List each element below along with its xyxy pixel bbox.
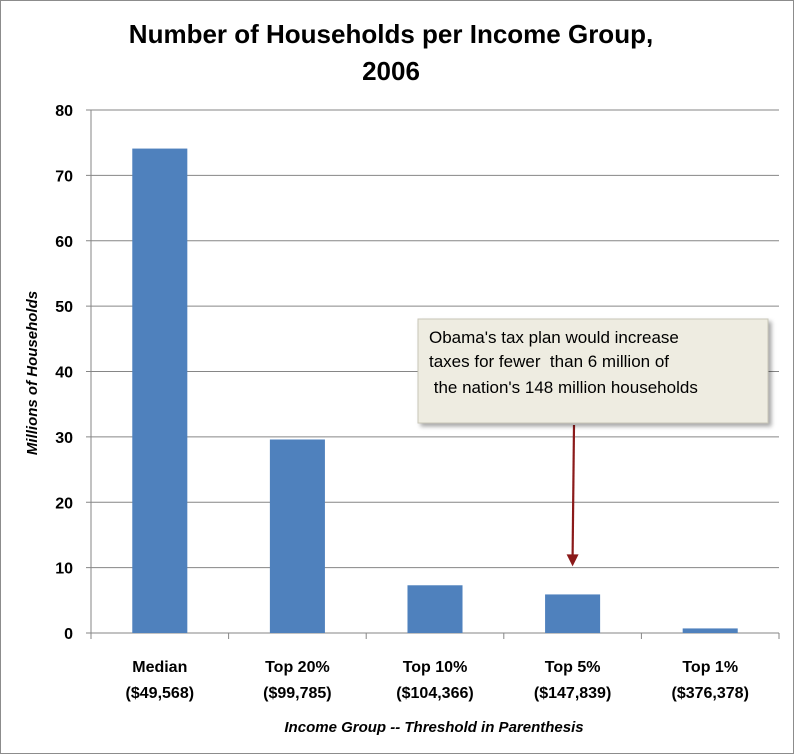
bar-0 <box>132 148 188 634</box>
x-axis-title: Income Group -- Threshold in Parenthesis <box>284 719 583 736</box>
y-tick-label: 80 <box>55 103 73 120</box>
annotation-line-3: the nation's 148 million households <box>429 378 698 397</box>
x-tick-sublabel: ($376,378) <box>672 685 749 702</box>
y-axis-title: Millions of Households <box>24 291 41 455</box>
y-axis-ticks: 0 10 20 30 40 50 60 70 80 <box>55 103 73 643</box>
x-tick-label: Median <box>132 659 187 676</box>
bar-2 <box>407 585 463 633</box>
x-tick-label: Top 1% <box>682 659 738 676</box>
x-tick-sublabel: ($104,366) <box>396 685 473 702</box>
y-tick-label: 50 <box>55 299 73 316</box>
x-tick-sublabel: ($49,568) <box>126 685 195 702</box>
x-tick-label: Top 10% <box>403 659 468 676</box>
x-tick-sublabel: ($147,839) <box>534 685 611 702</box>
annotation-arrowhead <box>566 554 579 567</box>
y-tick-label: 30 <box>55 430 73 447</box>
x-axis-ticks: Median ($49,568) Top 20% ($99,785) Top 10% ($… <box>126 659 749 702</box>
annotation-box <box>417 318 769 424</box>
gridlines <box>86 109 780 639</box>
bar-3 <box>545 594 601 633</box>
y-tick-label: 70 <box>55 168 73 185</box>
annotation-callout: Obama's tax plan would increase taxes fo… <box>417 318 769 567</box>
annotation-line-2: taxes for fewer than 6 million of <box>429 352 669 371</box>
chart-title-line-2: 2006 <box>362 56 420 86</box>
annotation-arrow <box>571 424 576 557</box>
y-tick-label: 0 <box>64 626 73 643</box>
bar-1 <box>269 439 325 633</box>
y-tick-label: 20 <box>55 495 73 512</box>
x-tick-sublabel: ($99,785) <box>263 685 332 702</box>
x-tick-label: Top 5% <box>545 659 601 676</box>
chart-title-line-1: Number of Households per Income Group, <box>129 19 653 49</box>
bar-4 <box>682 628 738 633</box>
annotation-line-1: Obama's tax plan would increase <box>429 328 679 347</box>
y-tick-label: 10 <box>55 561 73 578</box>
bars <box>132 148 738 634</box>
y-tick-label: 40 <box>55 365 73 382</box>
y-tick-label: 60 <box>55 234 73 251</box>
x-tick-label: Top 20% <box>265 659 330 676</box>
